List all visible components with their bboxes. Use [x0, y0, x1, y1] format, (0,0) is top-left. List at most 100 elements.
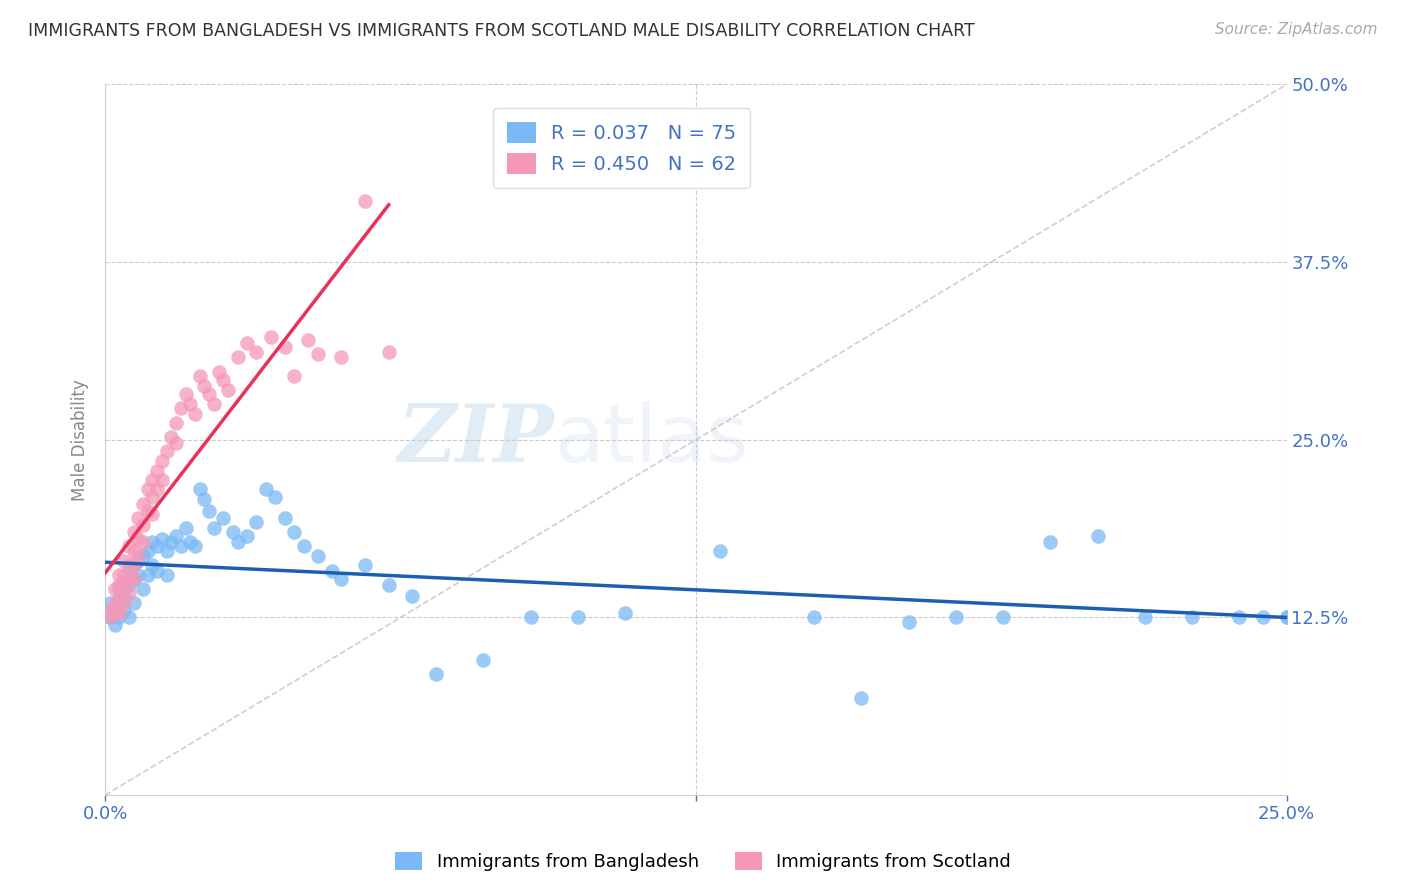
Point	[321, 564, 343, 578]
Point	[1087, 529, 1109, 543]
Point	[104, 596, 127, 610]
Point	[132, 518, 155, 533]
Point	[98, 603, 121, 617]
Point	[179, 535, 201, 549]
Point	[127, 511, 149, 525]
Point	[236, 336, 259, 351]
Point	[354, 194, 377, 208]
Point	[108, 591, 131, 606]
Point	[207, 365, 229, 379]
Point	[122, 558, 145, 572]
Point	[150, 473, 173, 487]
Point	[851, 691, 873, 706]
Point	[112, 603, 135, 617]
Point	[127, 553, 149, 567]
Point	[165, 435, 187, 450]
Point	[141, 535, 163, 549]
Point	[108, 578, 131, 592]
Point	[146, 464, 169, 478]
Point	[198, 504, 221, 518]
Point	[174, 387, 197, 401]
Point	[184, 539, 207, 553]
Point	[709, 543, 731, 558]
Point	[174, 521, 197, 535]
Point	[136, 567, 159, 582]
Point	[945, 610, 967, 624]
Point	[307, 549, 329, 564]
Point	[136, 543, 159, 558]
Point	[354, 558, 377, 572]
Point	[127, 549, 149, 564]
Point	[118, 558, 141, 572]
Point	[193, 378, 215, 392]
Point	[118, 578, 141, 592]
Point	[567, 610, 589, 624]
Point	[401, 589, 423, 603]
Point	[156, 444, 179, 458]
Point	[212, 373, 235, 387]
Point	[132, 582, 155, 596]
Point	[614, 606, 637, 620]
Point	[122, 558, 145, 572]
Point	[991, 610, 1014, 624]
Point	[170, 401, 193, 416]
Point	[1133, 610, 1156, 624]
Point	[160, 535, 183, 549]
Point	[236, 529, 259, 543]
Y-axis label: Male Disability: Male Disability	[72, 379, 89, 500]
Point	[112, 582, 135, 596]
Point	[98, 610, 121, 624]
Point	[108, 591, 131, 606]
Point	[212, 511, 235, 525]
Point	[104, 582, 127, 596]
Point	[1227, 610, 1250, 624]
Point	[274, 340, 297, 354]
Point	[519, 610, 541, 624]
Point	[283, 525, 305, 540]
Point	[108, 582, 131, 596]
Point	[803, 610, 825, 624]
Point	[292, 539, 315, 553]
Point	[188, 368, 211, 383]
Point	[254, 483, 277, 497]
Point	[193, 492, 215, 507]
Point	[165, 416, 187, 430]
Point	[202, 397, 225, 411]
Point	[141, 558, 163, 572]
Point	[122, 572, 145, 586]
Point	[226, 535, 249, 549]
Point	[118, 610, 141, 624]
Point	[104, 606, 127, 620]
Point	[425, 667, 447, 681]
Point	[156, 567, 179, 582]
Point	[184, 407, 207, 421]
Point	[112, 553, 135, 567]
Point	[141, 490, 163, 504]
Point	[330, 351, 353, 365]
Point	[108, 567, 131, 582]
Point	[1039, 535, 1062, 549]
Point	[179, 397, 201, 411]
Point	[1275, 610, 1298, 624]
Point	[1181, 610, 1204, 624]
Point	[127, 533, 149, 547]
Point	[283, 368, 305, 383]
Point	[165, 529, 187, 543]
Point	[897, 615, 920, 629]
Point	[146, 564, 169, 578]
Point	[202, 521, 225, 535]
Point	[112, 574, 135, 589]
Point	[122, 572, 145, 586]
Point	[112, 596, 135, 610]
Point	[141, 473, 163, 487]
Point	[98, 596, 121, 610]
Text: Source: ZipAtlas.com: Source: ZipAtlas.com	[1215, 22, 1378, 37]
Point	[274, 511, 297, 525]
Text: ZIP: ZIP	[398, 401, 554, 478]
Point	[104, 606, 127, 620]
Point	[141, 507, 163, 521]
Point	[170, 539, 193, 553]
Point	[127, 567, 149, 582]
Point	[330, 572, 353, 586]
Point	[377, 344, 399, 359]
